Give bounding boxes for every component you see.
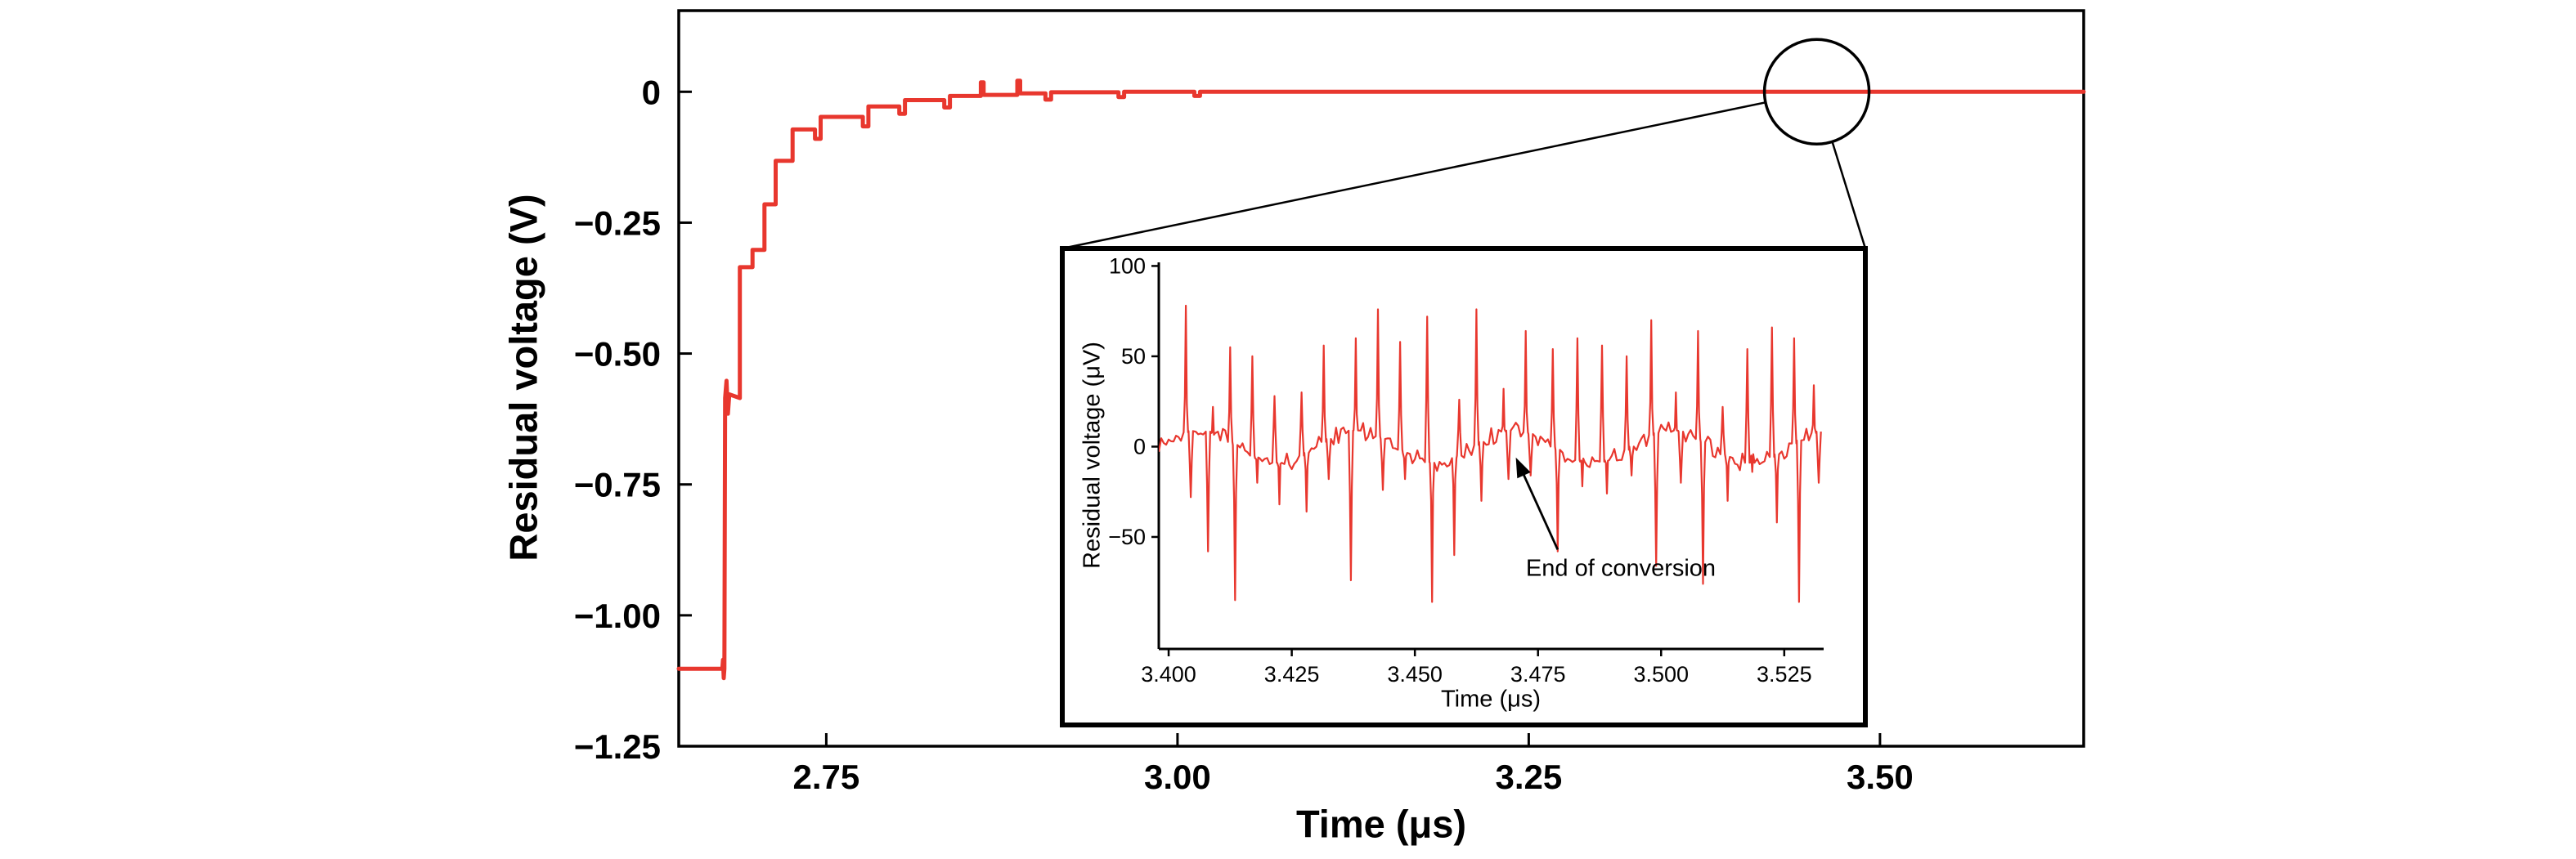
inset-y-tick-label: 50 <box>1121 344 1146 369</box>
main-plot-border <box>677 9 2085 748</box>
main-y-axis-label: Residual voltage (V) <box>501 194 545 561</box>
main-x-tick-label: 2.75 <box>793 758 860 796</box>
inset-series-line <box>1159 304 1822 603</box>
zoom-circle-annotation <box>1762 38 1871 146</box>
inset-x-tick-label: 3.450 <box>1387 662 1443 687</box>
main-y-tick-label: −0.25 <box>574 204 661 242</box>
inset-x-tick-label: 3.425 <box>1264 662 1320 687</box>
inset-x-tick-label: 3.500 <box>1633 662 1689 687</box>
inset-x-tick-label: 3.400 <box>1141 662 1196 687</box>
inset-y-tick-label: −50 <box>1108 525 1146 549</box>
inset-x-axis-label: Time (μs) <box>1441 686 1541 713</box>
end-of-conversion-label: End of conversion <box>1525 555 1717 582</box>
main-x-tick-label: 3.25 <box>1496 758 1563 796</box>
main-x-tick-label: 3.00 <box>1144 758 1211 796</box>
zoom-connector-right <box>1831 141 1867 249</box>
main-series-line <box>676 78 2086 681</box>
inset-box <box>1060 246 1868 727</box>
inset-y-axis-label: Residual voltage (μV) <box>1079 342 1106 569</box>
main-y-tick-label: −0.75 <box>574 466 661 504</box>
main-y-tick-label: −1.00 <box>574 597 661 635</box>
eoc-arrowhead-icon <box>1515 457 1531 479</box>
main-y-tick-label: −1.25 <box>574 727 661 766</box>
main-y-tick-label: −0.50 <box>574 335 661 374</box>
inset-x-tick-label: 3.475 <box>1510 662 1566 687</box>
main-x-axis-label: Time (μs) <box>1295 802 1467 846</box>
inset-y-tick-label: 100 <box>1109 253 1146 278</box>
main-x-tick-label: 3.50 <box>1847 758 1914 796</box>
main-y-tick-label: 0 <box>642 73 661 111</box>
zoom-connector-left <box>1061 101 1766 250</box>
eoc-arrow-line <box>1520 470 1560 551</box>
inset-y-tick-label: 0 <box>1133 434 1146 459</box>
inset-x-tick-label: 3.525 <box>1757 662 1812 687</box>
